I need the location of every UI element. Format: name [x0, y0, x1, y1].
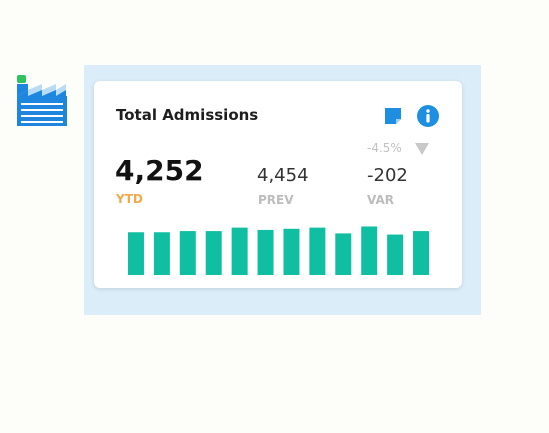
- prev-value: 4,454: [257, 165, 309, 186]
- bar-5: [231, 227, 248, 275]
- bar-10: [361, 226, 378, 275]
- sparkbar-chart: [127, 226, 430, 275]
- bar-3: [179, 231, 196, 275]
- total-admissions-card[interactable]: Total Admissions -4.5% 4,252 YTD 4,454 P…: [94, 81, 462, 288]
- factory-icon: [17, 75, 67, 126]
- prev-label: PREV: [258, 193, 294, 207]
- bar-6: [257, 229, 274, 275]
- variance-value: -202: [367, 165, 408, 186]
- bar-8: [309, 227, 326, 275]
- bar-11: [387, 234, 404, 275]
- bar-9: [335, 233, 352, 275]
- ytd-label: YTD: [116, 192, 143, 206]
- sticky-note-icon[interactable]: [385, 108, 401, 124]
- bar-1: [127, 232, 144, 275]
- ytd-value: 4,252: [115, 154, 204, 187]
- change-percent: -4.5%: [367, 141, 402, 155]
- bar-12: [413, 231, 430, 275]
- bar-7: [283, 228, 300, 275]
- card-title: Total Admissions: [116, 106, 259, 124]
- variance-label: VAR: [367, 193, 394, 207]
- bar-4: [205, 231, 222, 275]
- info-icon[interactable]: [417, 105, 439, 127]
- bar-2: [153, 232, 170, 275]
- down-arrow-icon: [415, 143, 429, 155]
